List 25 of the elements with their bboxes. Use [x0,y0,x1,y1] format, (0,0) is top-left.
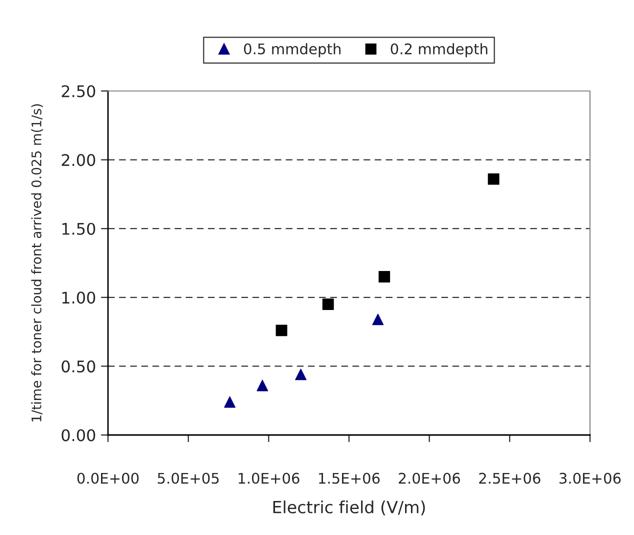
y-axis-title: 1/time for toner cloud front arrived 0.025 m(1/s) [31,104,43,422]
point [276,324,288,336]
point [378,271,390,282]
x-tick-label: 0.0E+00 [77,472,139,484]
x-tick-label: 1.5E+06 [319,472,380,484]
legend-label: 0.5 mmdepth [244,43,340,58]
legend-label: 0.2 mmdepth [390,43,488,58]
point [372,314,384,326]
y-tick-label: 0.50 [62,360,96,372]
y-tick-label: 1.00 [62,292,96,304]
x-tick-label: 2.0E+06 [398,472,460,484]
y-tick-label: 1.50 [62,222,96,235]
point [488,173,500,185]
point [224,396,236,408]
y-tick-label: 2.50 [62,85,96,98]
y-tick-label: 0.00 [62,429,96,442]
point [295,368,307,380]
point [256,380,268,392]
x-axis-title: Electric field (V/m) [273,500,425,516]
y-tick-label: 2.00 [62,154,96,166]
x-tick-label: 1.0E+06 [238,472,300,484]
x-tick-label: 5.0E+05 [158,472,219,484]
x-tick-label: 3.0E+06 [560,472,621,484]
x-tick-label: 2.5E+06 [479,472,540,484]
point [322,298,334,310]
